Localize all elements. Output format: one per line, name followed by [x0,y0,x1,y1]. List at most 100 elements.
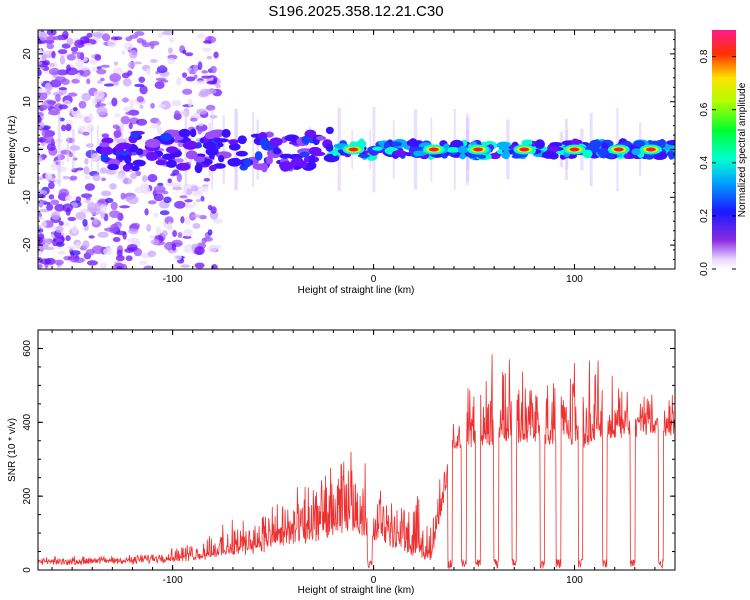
spectrogram-noise-blob [96,103,107,107]
spectrogram-noise-blob [83,166,90,175]
spectrogram-band-blob [204,131,216,140]
spectrogram-noise-blob [205,104,216,111]
spectrogram-noise-blob [58,188,70,198]
spectrogram-band-blob [131,165,140,172]
spectrogram-noise-blob [38,216,45,220]
spectrogram-noise-blob [194,246,205,256]
spectrogram-noise-blob [141,42,152,48]
spectrogram-band-blob [325,126,334,135]
spectrogram-band-blob [122,164,131,172]
spectrogram-noise-blob [184,216,191,225]
spectrogram-noise-blob [44,83,52,89]
spectrogram-noise-blob [161,30,174,36]
spectrogram-noise-blob [203,177,211,182]
spectrogram-band-blob [408,138,418,148]
spectrogram-noise-blob [121,263,128,269]
spectrogram-noise-blob [54,259,64,266]
spectrogram-noise-blob [201,70,209,74]
colorbar-tick-label: 0.0 [699,262,710,276]
spectrogram-noise-blob [121,50,126,55]
spectrogram-band-blob [116,142,132,150]
spectrogram-noise-blob [84,183,96,191]
spectrogram-band-blob [413,150,428,156]
spectrogram-noise-blob [66,245,76,250]
spectrogram-band-blob [582,149,593,159]
spectrogram-noise-blob [44,172,53,180]
spectrogram-noise-blob [134,83,145,88]
spectrogram-band-blob [144,138,161,149]
spectrogram-noise-blob [61,124,67,132]
spectrogram-streak [57,113,61,186]
spectrogram-band-blob [165,159,177,168]
spectrogram-noise-blob [143,265,154,269]
spectrogram-noise-blob [167,57,176,65]
spectrogram-noise-blob [99,167,108,174]
spectrogram-noise-blob [210,65,217,74]
spectrogram-noise-blob [207,204,213,211]
spectrogram-streak [222,114,225,185]
spectrogram-noise-blob [58,220,64,226]
spectrogram-noise-blob [176,76,182,86]
spectrogram-noise-blob [209,114,218,119]
snr-ylabel: SNR (10 * v/v) [7,418,18,482]
spectrogram-noise-blob [62,175,70,180]
spectrogram-noise-blob [87,202,97,211]
spectrogram-noise-blob [182,88,193,95]
spectrogram-band-blob [279,161,295,171]
spectrogram-ytick-label: 20 [22,48,33,60]
spectrogram-band-blob [189,128,197,138]
spectrogram-noise-blob [74,39,86,48]
spectrogram-peak-core [645,147,656,152]
spectrogram-noise-blob [46,43,55,50]
spectrogram-noise-blob [38,250,43,256]
spectrogram-noise-blob [173,110,180,118]
spectrogram-band-blob [202,141,217,150]
spectrogram-noise-blob [157,33,164,38]
spectrogram-noise-blob [176,173,183,183]
spectrogram-noise-blob [150,43,155,50]
spectrogram-band-blob [227,157,242,167]
snr-xtick-label: 100 [566,575,583,586]
spectrogram-band-blob [237,135,247,145]
spectrogram-noise-blob [65,123,72,132]
spectrogram-noise-blob [187,98,193,107]
spectrogram-noise-blob [125,111,135,116]
spectrogram-noise-blob [147,174,158,183]
spectrogram-noise-blob [99,204,108,213]
spectrogram-noise-blob [185,188,193,196]
spectrogram-noise-blob [202,47,212,52]
spectrogram-band-blob [243,157,251,168]
spectrogram-noise-blob [73,106,78,112]
spectrogram-streak [90,127,93,172]
spectrogram-noise-blob [167,47,173,54]
spectrogram-noise-blob [38,61,43,65]
spectrogram-band-blob [218,155,225,163]
spectrogram-band-blob [185,150,198,160]
spectrogram-band-blob [132,159,146,167]
spectrogram-noise-blob [149,124,161,129]
spectrogram-noise-blob [38,121,45,130]
spectrogram-noise-blob [93,218,99,225]
spectrogram-noise-blob [202,40,212,44]
spectrogram-noise-blob [182,72,188,78]
spectrogram-noise-blob [69,175,78,181]
spectrogram-noise-blob [91,152,99,161]
spectrogram-noise-blob [212,218,223,224]
spectrogram-xtick-label: 100 [566,274,583,285]
spectrogram-ytick-label: -20 [22,237,33,252]
spectrogram-noise-blob [100,77,105,82]
spectrogram-noise-blob [104,227,115,232]
spectrogram-noise-blob [110,201,118,211]
spectrogram-noise-blob [174,200,186,209]
spectrogram-band-blob [459,153,466,160]
spectrogram-noise-blob [134,31,145,37]
spectrogram-noise-blob [46,143,56,152]
spectrogram-noise-blob [54,203,65,212]
spectrogram-streak [66,137,70,162]
spectrogram-noise-blob [180,216,185,224]
spectrogram-band-blob [124,154,132,164]
snr-ytick-label: 600 [22,340,33,357]
spectrogram-noise-blob [59,55,66,65]
spectrogram-band-blob [589,139,602,148]
